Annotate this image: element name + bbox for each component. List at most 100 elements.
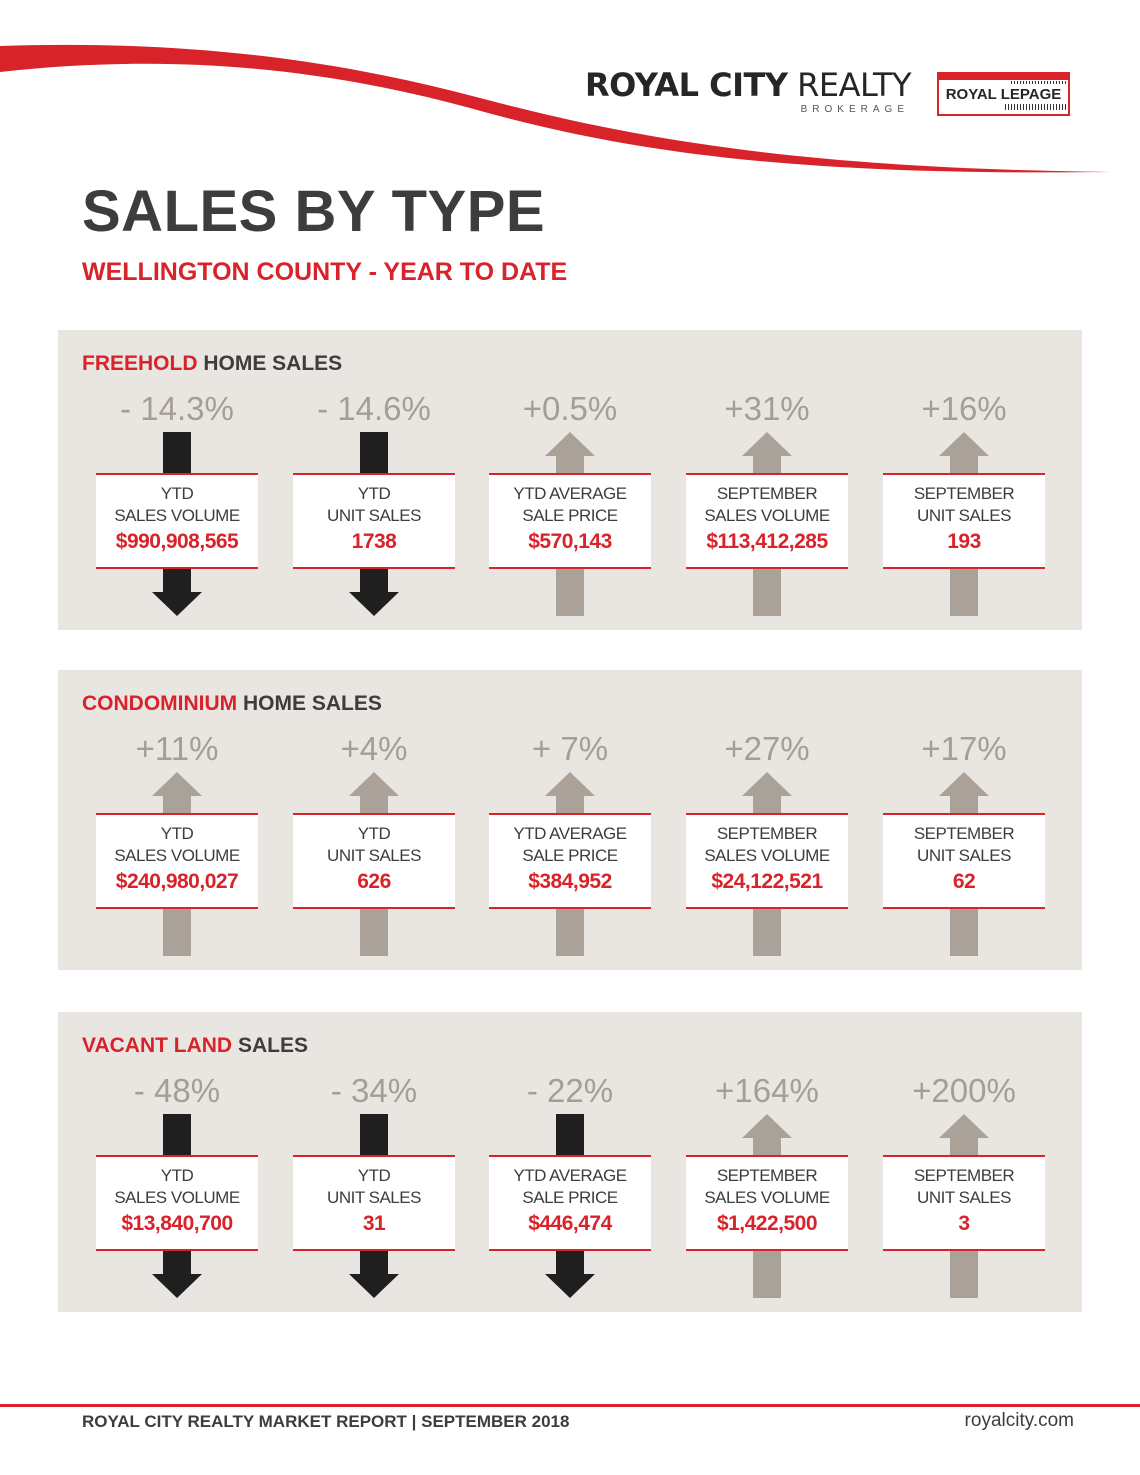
metric-card: YTD UNIT SALES 1738	[293, 473, 455, 569]
metric-column: +16% SEPTEMBER UNIT SALES 193	[883, 330, 1045, 630]
metric-label: SEPTEMBER	[716, 1166, 818, 1185]
metric-label: SALES VOLUME	[704, 846, 830, 865]
metric-value: $13,840,700	[121, 1212, 233, 1235]
percent-change: - 14.6%	[317, 390, 431, 427]
metric-value: $24,122,521	[711, 870, 823, 893]
partner-logo-text: ROYAL LEPAGE	[945, 86, 1062, 103]
metric-card: YTD UNIT SALES 31	[293, 1155, 455, 1251]
section-title-rest: HOME SALES	[197, 352, 343, 375]
metric-label: YTD	[160, 484, 194, 503]
section-panel: CONDOMINIUM HOME SALES +11% YTD SALES VOLUM…	[58, 670, 1082, 970]
metric-card: YTD AVERAGE SALE PRICE $446,474	[489, 1155, 651, 1251]
brand-subtitle: BROKERAGE	[800, 104, 909, 115]
section-title-rest: SALES	[232, 1034, 308, 1057]
metric-label: SEPTEMBER	[716, 824, 818, 843]
metric-card: YTD UNIT SALES 626	[293, 813, 455, 909]
metric-column: +17% SEPTEMBER UNIT SALES 62	[883, 670, 1045, 970]
metric-card: SEPTEMBER SALES VOLUME $113,412,285	[686, 473, 848, 569]
metric-column: + 7% YTD AVERAGE SALE PRICE $384,952	[489, 670, 651, 970]
metric-label: SALES VOLUME	[114, 846, 240, 865]
metric-column: - 48% YTD SALES VOLUME $13,840,700	[96, 1012, 258, 1312]
metric-label: SALES VOLUME	[114, 1188, 240, 1207]
metric-label: UNIT SALES	[327, 1188, 421, 1207]
percent-change: +200%	[912, 1072, 1016, 1109]
metric-card: YTD AVERAGE SALE PRICE $570,143	[489, 473, 651, 569]
brand-name-bold: ROYAL CITY	[585, 66, 788, 104]
section-title-accent: VACANT LAND	[82, 1034, 233, 1057]
percent-change: +11%	[135, 730, 219, 767]
brand-logo: ROYAL CITY REALTY BROKERAGE	[585, 68, 915, 115]
percent-change: +0.5%	[522, 390, 618, 427]
metric-card: SEPTEMBER SALES VOLUME $1,422,500	[686, 1155, 848, 1251]
metric-label: SEPTEMBER	[716, 484, 818, 503]
section-title-accent: CONDOMINIUM	[82, 692, 238, 715]
percent-change: - 14.3%	[120, 390, 234, 427]
percent-change: - 34%	[330, 1072, 418, 1109]
metric-label: UNIT SALES	[327, 846, 421, 865]
section-panel: VACANT LAND SALES - 48% YTD SALES VOLUME $13…	[58, 1012, 1082, 1312]
percent-change: +17%	[921, 730, 1007, 767]
footer-website: royalcity.com	[964, 1410, 1074, 1431]
metric-label: SALE PRICE	[522, 506, 618, 525]
percent-change: +31%	[724, 390, 810, 427]
percent-change: - 22%	[526, 1072, 614, 1109]
metric-label: SEPTEMBER	[913, 1166, 1015, 1185]
metric-label: YTD	[357, 484, 391, 503]
page-subtitle: WELLINGTON COUNTY - YEAR TO DATE	[82, 258, 568, 286]
metric-column: +31% SEPTEMBER SALES VOLUME $113,412,285	[686, 330, 848, 630]
metric-card: YTD SALES VOLUME $240,980,027	[96, 813, 258, 909]
metric-label: SALES VOLUME	[704, 506, 830, 525]
metric-card: SEPTEMBER UNIT SALES 3	[883, 1155, 1045, 1251]
metric-label: UNIT SALES	[917, 1188, 1011, 1207]
percent-change: + 7%	[531, 730, 609, 767]
metric-value: 62	[952, 870, 976, 893]
section-title: VACANT LAND SALES	[82, 1034, 308, 1058]
metric-label: SEPTEMBER	[913, 484, 1015, 503]
section-title-accent: FREEHOLD	[82, 352, 198, 375]
metric-column: +4% YTD UNIT SALES 626	[293, 670, 455, 970]
footer-report-title: ROYAL CITY REALTY MARKET REPORT | SEPTEM…	[82, 1412, 570, 1431]
metric-card: YTD SALES VOLUME $990,908,565	[96, 473, 258, 569]
metric-card: SEPTEMBER UNIT SALES 193	[883, 473, 1045, 569]
metric-label: UNIT SALES	[917, 506, 1011, 525]
metric-label: SALES VOLUME	[114, 506, 240, 525]
metric-label: YTD	[160, 1166, 194, 1185]
percent-change: - 48%	[133, 1072, 221, 1109]
metric-column: - 22% YTD AVERAGE SALE PRICE $446,474	[489, 1012, 651, 1312]
metric-value: $446,474	[528, 1212, 612, 1235]
metric-card: SEPTEMBER SALES VOLUME $24,122,521	[686, 813, 848, 909]
metric-label: SALE PRICE	[522, 846, 618, 865]
metric-value: 31	[362, 1212, 386, 1235]
metric-column: - 14.6% YTD UNIT SALES 1738	[293, 330, 455, 630]
metric-column: +27% SEPTEMBER SALES VOLUME $24,122,521	[686, 670, 848, 970]
metric-label: YTD	[357, 1166, 391, 1185]
metric-label: YTD AVERAGE	[513, 484, 627, 503]
metric-value: 626	[357, 870, 391, 893]
metric-label: YTD	[357, 824, 391, 843]
metric-value: $1,422,500	[716, 1212, 818, 1235]
metric-card: SEPTEMBER UNIT SALES 62	[883, 813, 1045, 909]
metric-label: UNIT SALES	[327, 506, 421, 525]
metric-column: +11% YTD SALES VOLUME $240,980,027	[96, 670, 258, 970]
percent-change: +164%	[715, 1072, 819, 1109]
section-title: FREEHOLD HOME SALES	[82, 352, 342, 376]
metric-value: $570,143	[528, 530, 612, 553]
metric-column: +0.5% YTD AVERAGE SALE PRICE $570,143	[489, 330, 651, 630]
metric-label: SEPTEMBER	[913, 824, 1015, 843]
royal-lepage-logo: ROYAL LEPAGE	[937, 72, 1070, 116]
metric-column: +164% SEPTEMBER SALES VOLUME $1,422,500	[686, 1012, 848, 1312]
metric-value: 3	[958, 1212, 970, 1235]
page-title: SALES BY TYPE	[82, 179, 546, 244]
metric-column: +200% SEPTEMBER UNIT SALES 3	[883, 1012, 1045, 1312]
metric-value: $113,412,285	[706, 530, 828, 553]
metric-label: SALE PRICE	[522, 1188, 618, 1207]
metric-column: - 34% YTD UNIT SALES 31	[293, 1012, 455, 1312]
metric-value: 1738	[351, 530, 397, 553]
percent-change: +4%	[340, 730, 408, 767]
percent-change: +16%	[921, 390, 1007, 427]
footer-divider	[0, 1404, 1140, 1407]
header-swoosh	[0, 44, 1110, 173]
metric-label: YTD AVERAGE	[513, 1166, 627, 1185]
metric-column: - 14.3% YTD SALES VOLUME $990,908,565	[96, 330, 258, 630]
metric-label: YTD AVERAGE	[513, 824, 627, 843]
